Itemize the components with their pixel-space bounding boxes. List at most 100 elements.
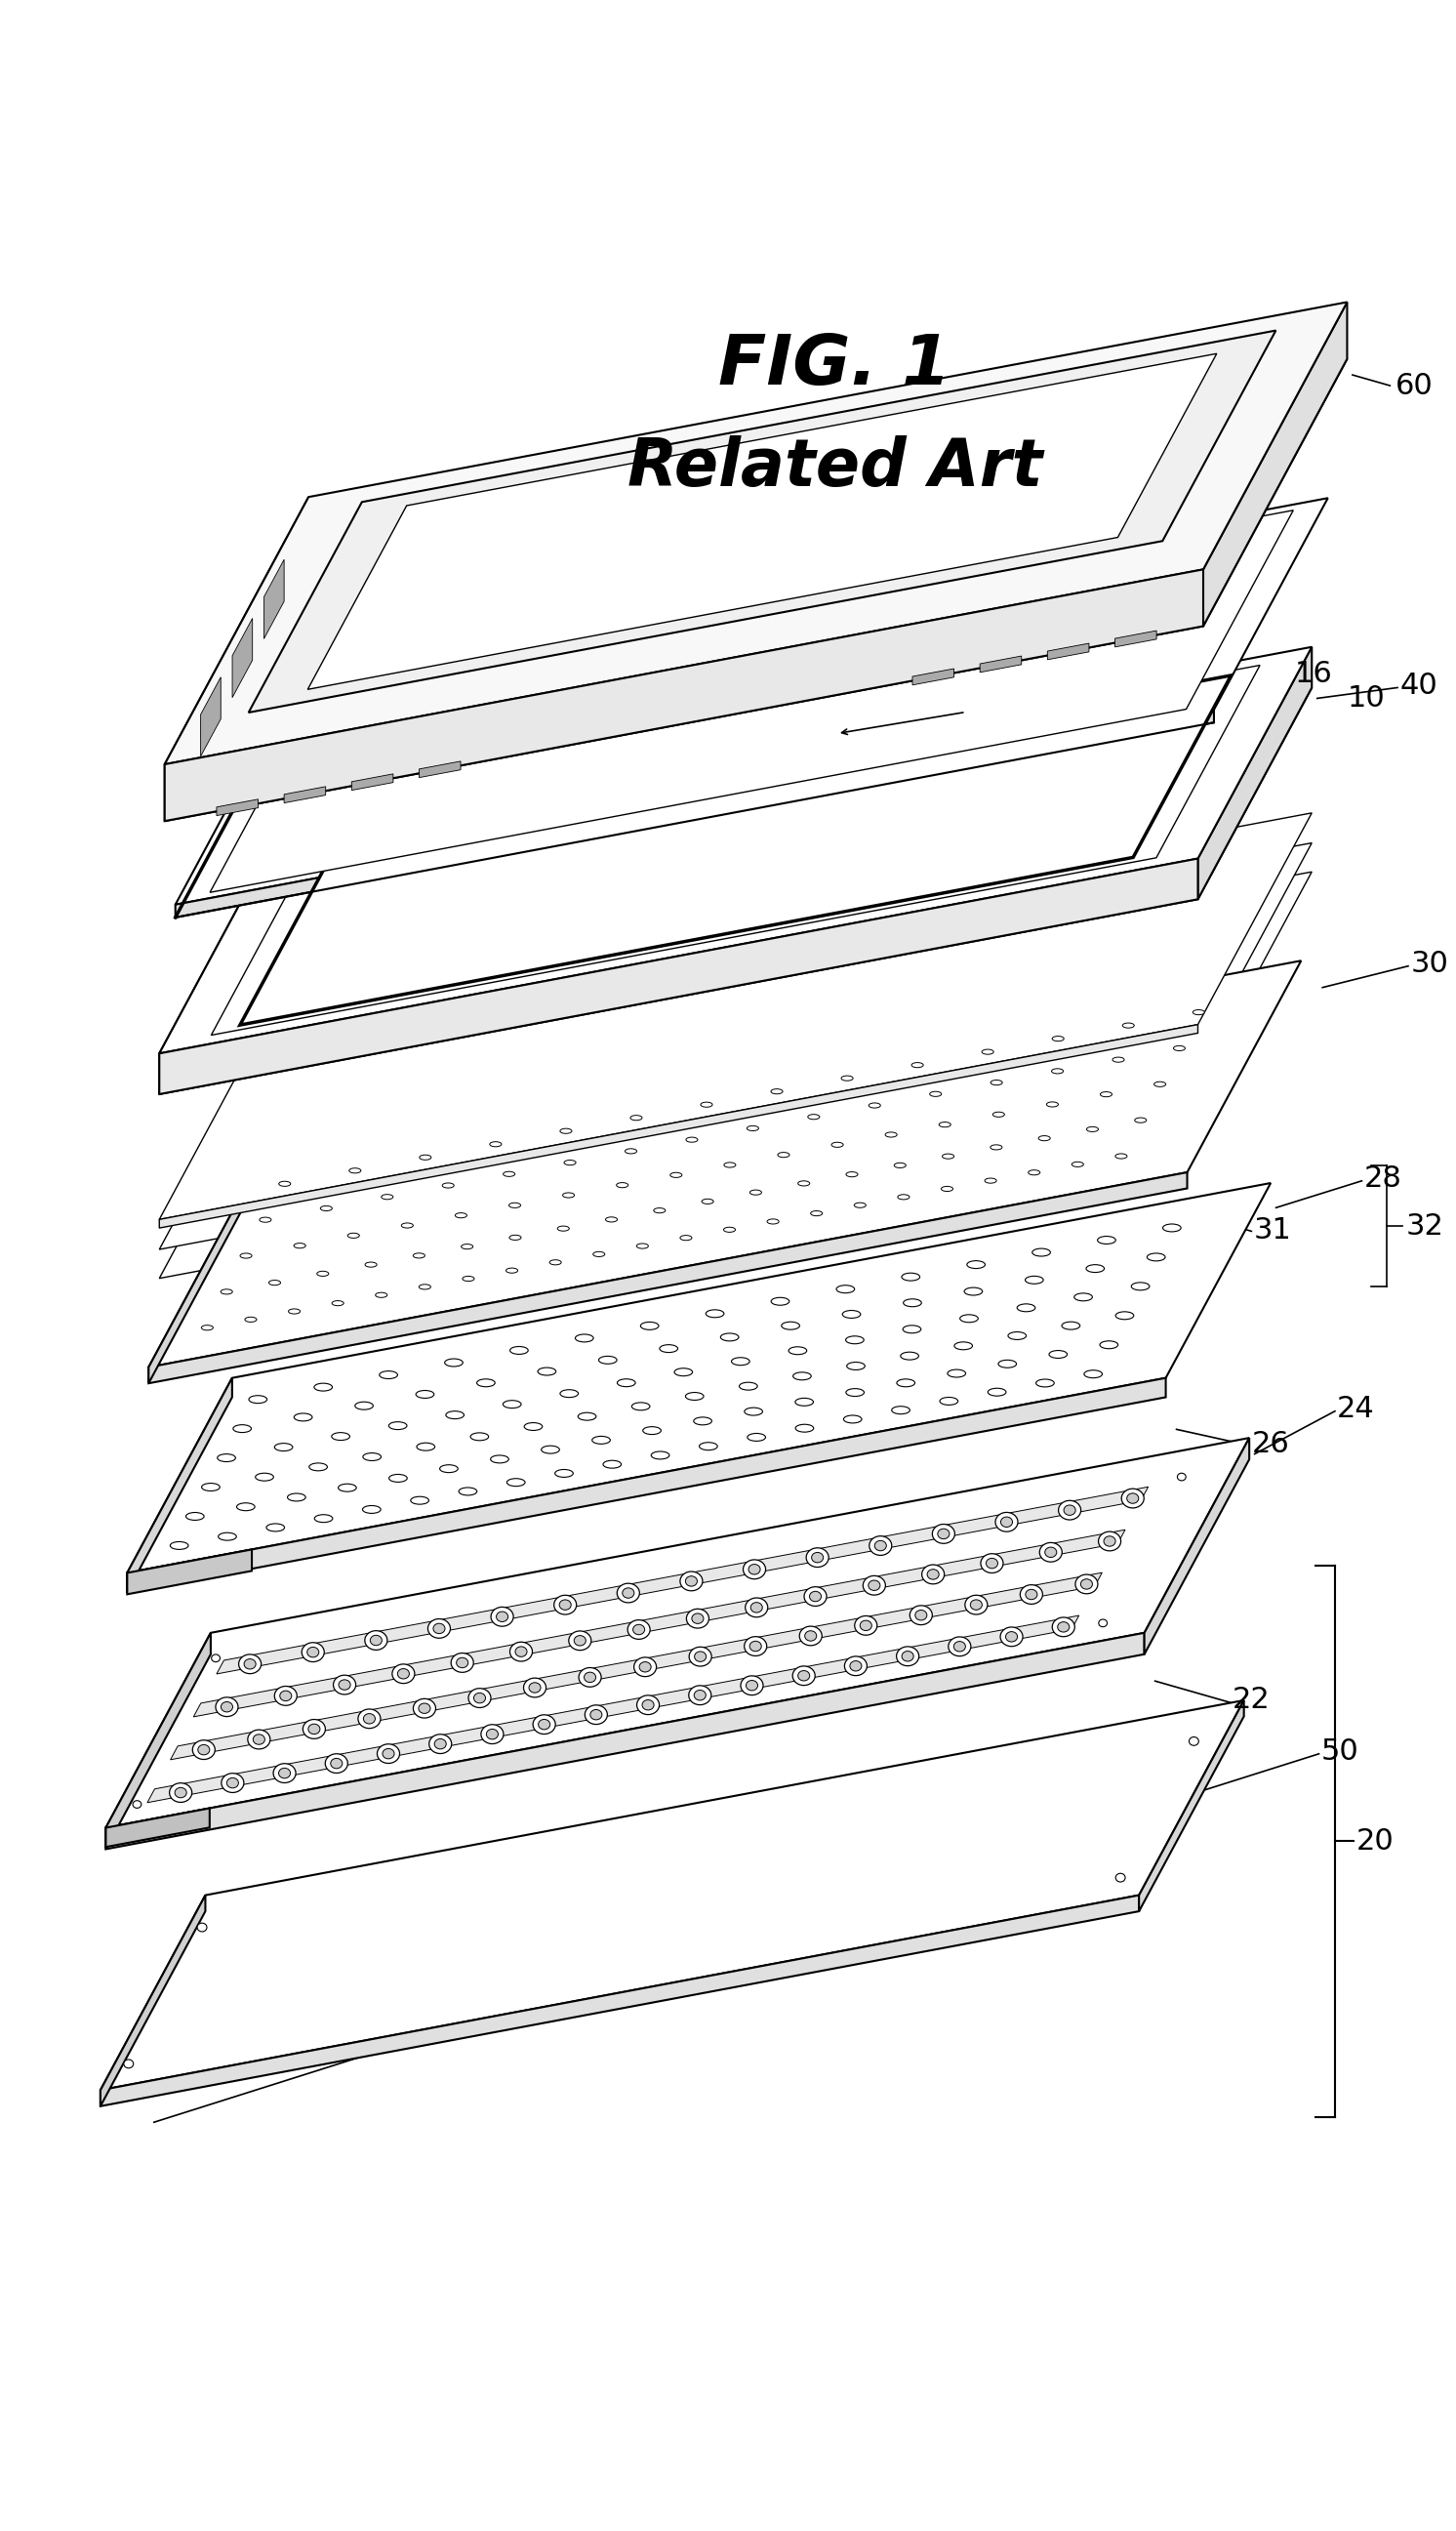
Ellipse shape (869, 1104, 881, 1109)
Ellipse shape (651, 1450, 670, 1460)
Polygon shape (127, 1377, 232, 1592)
Ellipse shape (593, 1435, 610, 1445)
Ellipse shape (686, 1577, 697, 1587)
Ellipse shape (392, 1663, 415, 1683)
Ellipse shape (585, 1706, 607, 1724)
Ellipse shape (846, 1172, 858, 1177)
Text: 31: 31 (1254, 1215, 1291, 1245)
Ellipse shape (692, 1612, 703, 1622)
Ellipse shape (1098, 1531, 1121, 1552)
Ellipse shape (748, 1564, 760, 1574)
Text: 60: 60 (1395, 372, 1433, 400)
Ellipse shape (539, 1719, 550, 1729)
Ellipse shape (942, 1154, 954, 1159)
Ellipse shape (1163, 1225, 1181, 1233)
Ellipse shape (855, 1202, 866, 1207)
Ellipse shape (1006, 1632, 1018, 1643)
Polygon shape (159, 871, 1312, 1278)
Ellipse shape (686, 1610, 709, 1627)
Ellipse shape (533, 1716, 555, 1734)
Ellipse shape (636, 1696, 660, 1713)
Ellipse shape (932, 1524, 955, 1544)
Ellipse shape (358, 1708, 380, 1729)
Polygon shape (100, 1896, 1139, 2106)
Ellipse shape (132, 1800, 141, 1807)
Polygon shape (233, 618, 252, 699)
Ellipse shape (636, 1243, 648, 1248)
Polygon shape (913, 668, 954, 686)
Ellipse shape (632, 1402, 649, 1410)
Ellipse shape (850, 1660, 862, 1670)
Ellipse shape (1115, 1311, 1134, 1319)
Ellipse shape (593, 1253, 604, 1258)
Ellipse shape (463, 1276, 475, 1281)
Ellipse shape (744, 1638, 767, 1655)
Ellipse shape (630, 1116, 642, 1121)
Ellipse shape (1025, 1589, 1037, 1600)
Ellipse shape (434, 1739, 446, 1749)
Ellipse shape (642, 1701, 654, 1711)
Ellipse shape (237, 1503, 255, 1511)
Polygon shape (211, 666, 1259, 1035)
Ellipse shape (847, 1362, 865, 1369)
Ellipse shape (440, 1465, 459, 1473)
Ellipse shape (288, 1309, 300, 1314)
Ellipse shape (799, 1627, 823, 1645)
Polygon shape (249, 332, 1275, 714)
Ellipse shape (660, 1344, 678, 1352)
Ellipse shape (808, 1114, 820, 1119)
Ellipse shape (693, 1417, 712, 1425)
Ellipse shape (218, 1534, 236, 1541)
Polygon shape (159, 648, 1312, 1053)
Ellipse shape (1018, 1303, 1035, 1311)
Ellipse shape (456, 1658, 469, 1668)
Text: 10: 10 (1348, 683, 1386, 711)
Polygon shape (217, 1486, 1149, 1673)
Ellipse shape (248, 1729, 271, 1749)
Ellipse shape (269, 1281, 281, 1286)
Ellipse shape (894, 1162, 906, 1167)
Ellipse shape (414, 1698, 435, 1719)
Ellipse shape (633, 1658, 657, 1676)
Ellipse shape (686, 1136, 697, 1141)
Ellipse shape (981, 1050, 993, 1055)
Ellipse shape (1112, 1058, 1124, 1063)
Ellipse shape (1099, 1341, 1118, 1349)
Polygon shape (165, 359, 1347, 820)
Ellipse shape (418, 1703, 431, 1713)
Polygon shape (980, 656, 1022, 673)
Ellipse shape (446, 1412, 464, 1420)
Ellipse shape (275, 1443, 293, 1450)
Ellipse shape (364, 1713, 376, 1724)
Ellipse shape (721, 1334, 738, 1341)
Polygon shape (149, 962, 1302, 1367)
Polygon shape (175, 709, 1214, 916)
Ellipse shape (724, 1162, 735, 1167)
Polygon shape (201, 678, 221, 757)
Ellipse shape (686, 1392, 703, 1400)
Ellipse shape (606, 1217, 617, 1222)
Ellipse shape (616, 1182, 628, 1187)
Polygon shape (307, 354, 1217, 688)
Ellipse shape (169, 1782, 192, 1802)
Ellipse shape (792, 1665, 815, 1686)
Ellipse shape (489, 1141, 501, 1147)
Ellipse shape (807, 1549, 828, 1567)
Ellipse shape (365, 1263, 377, 1268)
Ellipse shape (1037, 1379, 1054, 1387)
Ellipse shape (810, 1592, 821, 1602)
Ellipse shape (843, 1311, 860, 1319)
Ellipse shape (510, 1643, 533, 1660)
Ellipse shape (1085, 1369, 1102, 1377)
Ellipse shape (1008, 1331, 1026, 1339)
Ellipse shape (1147, 1253, 1165, 1260)
Polygon shape (159, 843, 1312, 1250)
Ellipse shape (1192, 1010, 1204, 1015)
Ellipse shape (939, 1121, 951, 1126)
Ellipse shape (1104, 1536, 1115, 1546)
Polygon shape (159, 858, 1198, 1093)
Ellipse shape (831, 1141, 843, 1147)
Ellipse shape (860, 1620, 872, 1630)
Ellipse shape (843, 1415, 862, 1422)
Ellipse shape (215, 1698, 239, 1716)
